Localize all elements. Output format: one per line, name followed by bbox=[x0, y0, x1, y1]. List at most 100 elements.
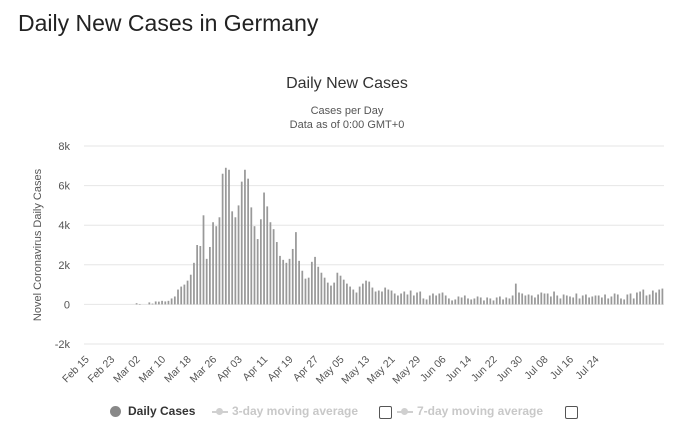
bar[interactable] bbox=[342, 279, 345, 305]
bar[interactable] bbox=[374, 291, 377, 305]
bar[interactable] bbox=[575, 293, 578, 305]
bar[interactable] bbox=[177, 289, 179, 305]
bar[interactable] bbox=[279, 255, 281, 305]
bar[interactable] bbox=[371, 287, 374, 305]
bar[interactable] bbox=[212, 222, 214, 305]
bar[interactable] bbox=[632, 298, 635, 305]
bar[interactable] bbox=[422, 298, 425, 305]
bar[interactable] bbox=[607, 298, 610, 305]
bar[interactable] bbox=[180, 286, 183, 305]
bar[interactable] bbox=[352, 289, 355, 305]
bar[interactable] bbox=[377, 290, 380, 305]
bar[interactable] bbox=[460, 297, 463, 305]
bar[interactable] bbox=[320, 272, 323, 305]
bar[interactable] bbox=[565, 295, 568, 305]
bar[interactable] bbox=[616, 294, 619, 305]
bar[interactable] bbox=[259, 219, 262, 305]
bar[interactable] bbox=[215, 226, 218, 305]
bar[interactable] bbox=[138, 304, 141, 305]
bar[interactable] bbox=[572, 297, 575, 305]
bar[interactable] bbox=[432, 293, 434, 305]
bar[interactable] bbox=[524, 295, 527, 305]
bar[interactable] bbox=[333, 282, 336, 305]
bar[interactable] bbox=[218, 217, 221, 305]
bar[interactable] bbox=[285, 262, 288, 305]
bar[interactable] bbox=[400, 293, 402, 305]
bar[interactable] bbox=[648, 294, 651, 305]
bar[interactable] bbox=[562, 294, 565, 305]
bar[interactable] bbox=[250, 207, 253, 305]
bar[interactable] bbox=[610, 296, 613, 305]
bar[interactable] bbox=[435, 295, 438, 305]
bar[interactable] bbox=[202, 215, 205, 305]
bar[interactable] bbox=[530, 295, 533, 305]
bar[interactable] bbox=[454, 299, 457, 305]
bar[interactable] bbox=[135, 303, 138, 305]
bar[interactable] bbox=[441, 292, 444, 305]
bar[interactable] bbox=[613, 293, 616, 305]
bar[interactable] bbox=[636, 292, 638, 305]
bar[interactable] bbox=[205, 258, 208, 305]
bar[interactable] bbox=[301, 270, 304, 305]
bar[interactable] bbox=[467, 298, 469, 305]
bar[interactable] bbox=[655, 292, 657, 305]
bar[interactable] bbox=[158, 301, 160, 305]
bar[interactable] bbox=[397, 295, 399, 305]
bar[interactable] bbox=[314, 256, 316, 305]
bar[interactable] bbox=[170, 298, 173, 305]
bar[interactable] bbox=[161, 300, 163, 305]
bar[interactable] bbox=[326, 282, 329, 305]
bar[interactable] bbox=[578, 298, 581, 305]
bar[interactable] bbox=[620, 298, 622, 305]
bar[interactable] bbox=[209, 246, 211, 305]
bar[interactable] bbox=[295, 232, 297, 305]
bar[interactable] bbox=[444, 295, 447, 305]
bar[interactable] bbox=[244, 169, 246, 305]
bar[interactable] bbox=[588, 297, 590, 305]
bar[interactable] bbox=[164, 301, 167, 305]
bar[interactable] bbox=[358, 286, 361, 305]
bar[interactable] bbox=[569, 296, 571, 305]
bar[interactable] bbox=[269, 222, 272, 305]
bar[interactable] bbox=[409, 290, 412, 305]
bar[interactable] bbox=[199, 245, 202, 305]
bar[interactable] bbox=[361, 283, 364, 305]
bar[interactable] bbox=[546, 293, 549, 305]
bar[interactable] bbox=[339, 275, 342, 305]
legend-3day-average[interactable]: 3-day moving average bbox=[212, 401, 358, 421]
bar[interactable] bbox=[543, 293, 546, 305]
bar[interactable] bbox=[492, 300, 495, 305]
bar[interactable] bbox=[594, 295, 597, 305]
bar[interactable] bbox=[639, 291, 641, 305]
bar[interactable] bbox=[508, 298, 511, 305]
bar[interactable] bbox=[403, 291, 406, 305]
bar[interactable] bbox=[256, 239, 259, 305]
bar[interactable] bbox=[349, 286, 351, 305]
bar[interactable] bbox=[549, 296, 552, 305]
bar[interactable] bbox=[457, 296, 460, 305]
bar[interactable] bbox=[173, 296, 176, 305]
bar[interactable] bbox=[556, 295, 559, 305]
bar[interactable] bbox=[412, 295, 415, 305]
bar[interactable] bbox=[553, 291, 555, 305]
bar[interactable] bbox=[518, 292, 520, 305]
bar[interactable] bbox=[368, 281, 371, 305]
bar[interactable] bbox=[148, 302, 151, 305]
bar[interactable] bbox=[585, 294, 587, 305]
bar[interactable] bbox=[253, 226, 256, 305]
bar[interactable] bbox=[310, 261, 313, 305]
bar[interactable] bbox=[266, 206, 269, 305]
bar[interactable] bbox=[298, 260, 300, 305]
bar[interactable] bbox=[393, 293, 396, 305]
bar[interactable] bbox=[224, 167, 227, 305]
bar[interactable] bbox=[623, 299, 626, 305]
bar[interactable] bbox=[499, 296, 501, 305]
bar[interactable] bbox=[476, 296, 479, 305]
bar[interactable] bbox=[428, 295, 431, 305]
bar[interactable] bbox=[291, 248, 294, 305]
bar[interactable] bbox=[559, 298, 562, 305]
bar[interactable] bbox=[193, 262, 195, 305]
bar[interactable] bbox=[387, 289, 390, 305]
bar[interactable] bbox=[626, 294, 629, 305]
bar[interactable] bbox=[355, 292, 358, 305]
